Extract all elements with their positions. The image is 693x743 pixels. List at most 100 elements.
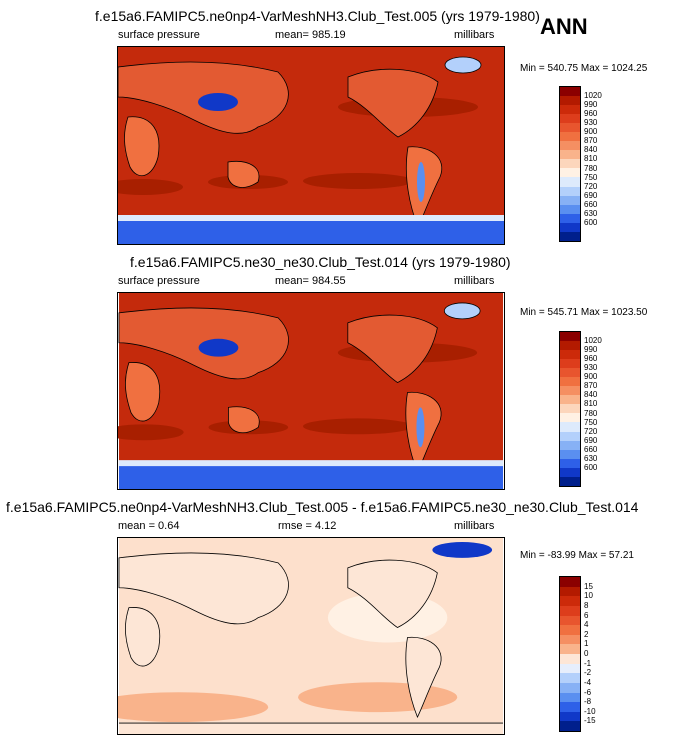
colorbar-box [560, 449, 580, 459]
colorbar-box [560, 123, 580, 133]
panel-2-mean: mean= 984.55 [275, 275, 346, 287]
colorbar-box [560, 404, 580, 414]
colorbar-tick-label: 10 [584, 591, 593, 601]
colorbar-box [560, 368, 580, 378]
colorbar-box [560, 350, 580, 360]
pressure-band [118, 424, 184, 441]
landmass-australia [228, 406, 260, 434]
colorbar-box [560, 168, 580, 178]
colorbar-box [560, 332, 580, 342]
colorbar-tick-label: 8 [584, 600, 589, 610]
colorbar-tick-label: 690 [584, 190, 598, 200]
colorbar-tick-label: 0 [584, 649, 589, 658]
colorbar-tick-label: -2 [584, 668, 592, 678]
colorbar-box [560, 702, 580, 712]
colorbar-box [560, 386, 580, 396]
colorbar-box [560, 673, 580, 683]
colorbar-box [560, 644, 580, 654]
colorbar-tick-label: 960 [584, 354, 598, 364]
landmass-africa [124, 116, 160, 177]
colorbar-box [560, 721, 580, 731]
colorbar-tick-label: 1 [584, 639, 589, 649]
colorbar-box [560, 359, 580, 369]
colorbar-box [560, 377, 580, 387]
colorbar-tick-label: 960 [584, 109, 598, 119]
colorbar-box [560, 395, 580, 405]
colorbar-tick-label: -4 [584, 677, 592, 687]
colorbar-box [560, 132, 580, 142]
panel-2-minmax: Min = 545.71 Max = 1023.50 [520, 307, 648, 318]
landmass-north-america [347, 559, 438, 629]
colorbar-box [560, 663, 580, 674]
colorbar-tick-label: 1020 [584, 336, 602, 346]
colorbar-box [560, 682, 580, 693]
colorbar-tick-label: 810 [584, 399, 598, 409]
panel-1-left-label: surface pressure [118, 29, 200, 41]
antarctica-edge [118, 460, 504, 467]
colorbar-tick-label: 15 [584, 581, 593, 591]
diff-region [118, 692, 269, 723]
colorbar-box [560, 186, 580, 196]
tibet-low [198, 338, 239, 357]
greenland [443, 302, 481, 320]
colorbar-box [560, 195, 580, 205]
andes-low [416, 407, 425, 448]
panel-1-colorbar: 1020 990 960 930 900 870 840 810 780 750 720 690 660… [559, 86, 602, 242]
panel-3-units: millibars [454, 520, 495, 532]
colorbar-tick-label: 690 [584, 435, 598, 445]
pressure-band [303, 173, 413, 189]
panel-3-mean: mean = 0.64 [118, 520, 180, 532]
map-canvas [118, 47, 504, 244]
colorbar-tick-label: 660 [584, 444, 598, 454]
antarctica [118, 464, 504, 489]
colorbar-tick-label: 840 [584, 145, 598, 155]
colorbar-tick-label: 720 [584, 426, 598, 436]
panel-2-map [117, 292, 505, 490]
antarctica [118, 722, 504, 734]
tibet-low [198, 93, 238, 111]
panel-1-mean: mean= 985.19 [275, 29, 346, 41]
landmass-australia [227, 160, 260, 188]
colorbar-tick-label: -8 [584, 697, 592, 707]
colorbar-box [560, 596, 580, 606]
colorbar-tick-label: 990 [584, 345, 598, 355]
colorbar-tick-label: -10 [584, 706, 596, 716]
colorbar-box [560, 605, 580, 616]
colorbar-tick-label: 780 [584, 408, 598, 418]
panel-3-minmax: Min = -83.99 Max = 57.21 [520, 550, 634, 561]
colorbar-box [560, 586, 580, 597]
map-canvas [118, 538, 504, 734]
colorbar-tick-label: 930 [584, 363, 598, 373]
colorbar-box [560, 159, 580, 169]
colorbar-tick-label: 750 [584, 172, 598, 182]
colorbar-tick-label: 750 [584, 417, 598, 427]
colorbar-tick-label: 1020 [584, 91, 602, 101]
colorbar-box [560, 476, 580, 486]
colorbar-tick-label: 600 [584, 462, 598, 472]
panel-1-map [117, 46, 505, 245]
colorbar-tick-label: 6 [584, 610, 589, 620]
colorbar-box [560, 413, 580, 423]
colorbar-tick-label: 780 [584, 163, 598, 173]
panel-1-minmax: Min = 540.75 Max = 1024.25 [520, 63, 648, 74]
panel-2-colorbar: 1020 990 960 930 900 870 840 810 780 750 720 690 660… [559, 331, 602, 487]
colorbar-tick-label: 4 [584, 620, 589, 630]
colorbar-box [560, 141, 580, 151]
landmass-south-america [405, 636, 442, 719]
colorbar-box [560, 467, 580, 477]
landmass-africa [125, 362, 161, 422]
colorbar-tick-label: 660 [584, 199, 598, 209]
colorbar-tick-label: 630 [584, 453, 598, 463]
colorbar-box [560, 114, 580, 124]
colorbar-box [560, 625, 580, 635]
landmass-north-america [347, 68, 439, 138]
colorbar-tick-label: 900 [584, 372, 598, 382]
colorbar-box [560, 615, 580, 626]
landmass-eurasia [118, 552, 289, 625]
colorbar-tick-label: 720 [584, 181, 598, 191]
colorbar-box [560, 105, 580, 115]
pressure-band [118, 179, 183, 195]
map-canvas [118, 293, 504, 489]
greenland-diff [432, 541, 493, 558]
colorbar-box [560, 431, 580, 441]
